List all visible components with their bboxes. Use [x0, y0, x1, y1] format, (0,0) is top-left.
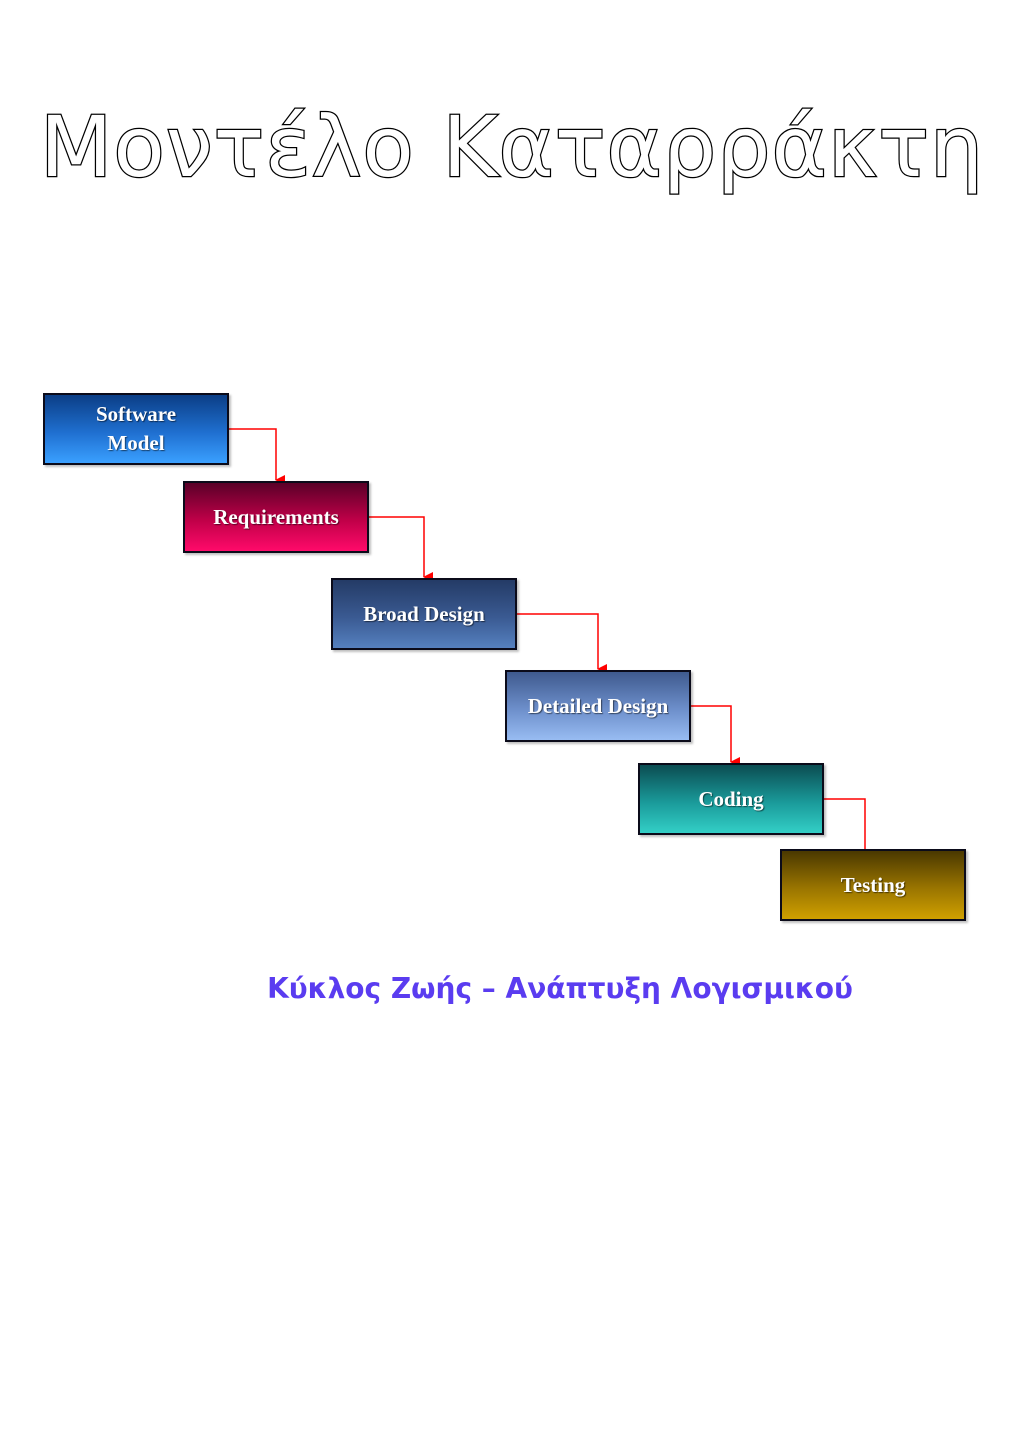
- arrow-broad-to-detailed-design: [517, 613, 607, 674]
- arrow-coding-to-testing: [824, 798, 874, 860]
- stage-detailed-design: Detailed Design: [505, 670, 691, 742]
- stage-label: Requirements: [213, 504, 339, 529]
- page-title: Μοντέλο Καταρράκτη: [39, 97, 985, 198]
- stage-coding: Coding: [638, 763, 824, 835]
- stage-software-model: Software Model: [43, 393, 229, 465]
- stage-testing: Testing: [780, 849, 966, 921]
- stage-label: Detailed Design: [527, 693, 669, 718]
- stage-broad-design: Broad Design: [331, 578, 517, 650]
- arrow-requirements-to-broad-design: [369, 516, 433, 582]
- arrow-detailed-design-to-coding: [691, 705, 740, 767]
- stage-label: Coding: [698, 786, 764, 811]
- stage-label: Software Model: [95, 402, 177, 455]
- arrow-software-to-requirements: [229, 428, 285, 485]
- stage-requirements: Requirements: [183, 481, 369, 553]
- diagram-caption: Κύκλος Ζωής – Ανάπτυξη Λογισμικού: [267, 972, 853, 1005]
- stage-label: Testing: [840, 872, 906, 897]
- stage-label: Broad Design: [363, 601, 485, 626]
